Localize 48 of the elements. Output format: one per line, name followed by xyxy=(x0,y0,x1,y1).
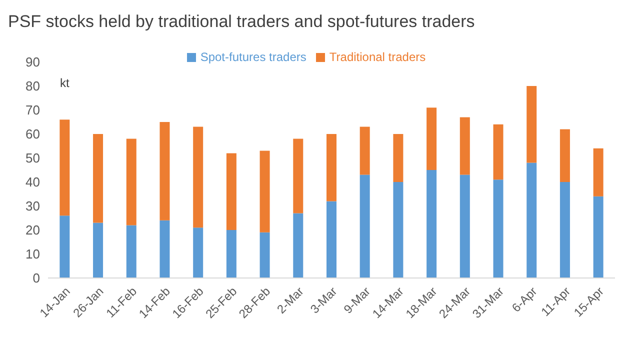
bar xyxy=(260,150,270,232)
bar xyxy=(493,124,504,180)
bar xyxy=(160,220,170,278)
bar xyxy=(460,174,470,278)
bar xyxy=(560,182,570,278)
bar xyxy=(526,86,537,163)
bar xyxy=(460,117,470,175)
bar xyxy=(160,122,170,220)
bar xyxy=(93,134,104,223)
bar xyxy=(360,126,370,175)
legend-label: Traditional traders xyxy=(329,50,426,64)
y-tick-label: 60 xyxy=(26,126,40,142)
y-axis-title: kt xyxy=(60,76,70,90)
legend-label: Spot-futures traders xyxy=(200,50,306,64)
bar xyxy=(393,134,404,182)
bar xyxy=(293,138,304,214)
bar xyxy=(493,180,504,278)
y-tick-label: 30 xyxy=(26,198,40,214)
y-tick-label: 90 xyxy=(26,54,40,70)
y-tick-label: 70 xyxy=(26,102,40,118)
bar xyxy=(426,108,437,170)
bar xyxy=(60,120,70,216)
bar xyxy=(326,134,336,202)
bar xyxy=(526,162,537,278)
bar xyxy=(360,174,370,278)
bar xyxy=(193,228,204,278)
y-tick-label: 20 xyxy=(26,222,40,238)
bar xyxy=(293,213,304,278)
y-tick-label: 80 xyxy=(26,78,40,94)
bar xyxy=(326,201,336,278)
bar xyxy=(593,196,604,278)
y-tick-label: 40 xyxy=(26,174,40,190)
bar xyxy=(93,222,104,278)
chart-title: PSF stocks held by traditional traders and spot-futures traders xyxy=(8,12,475,32)
y-tick-label: 10 xyxy=(26,246,40,262)
bar xyxy=(593,148,604,196)
bar xyxy=(393,182,404,278)
bar xyxy=(226,153,236,230)
bar xyxy=(260,232,270,278)
y-tick-label: 0 xyxy=(32,270,40,286)
bar xyxy=(60,216,70,278)
bar xyxy=(193,126,204,228)
y-tick-label: 50 xyxy=(26,150,40,166)
bar xyxy=(126,138,136,226)
bar xyxy=(426,170,437,278)
bar xyxy=(560,129,570,182)
bar xyxy=(226,230,236,278)
bar xyxy=(126,225,136,278)
